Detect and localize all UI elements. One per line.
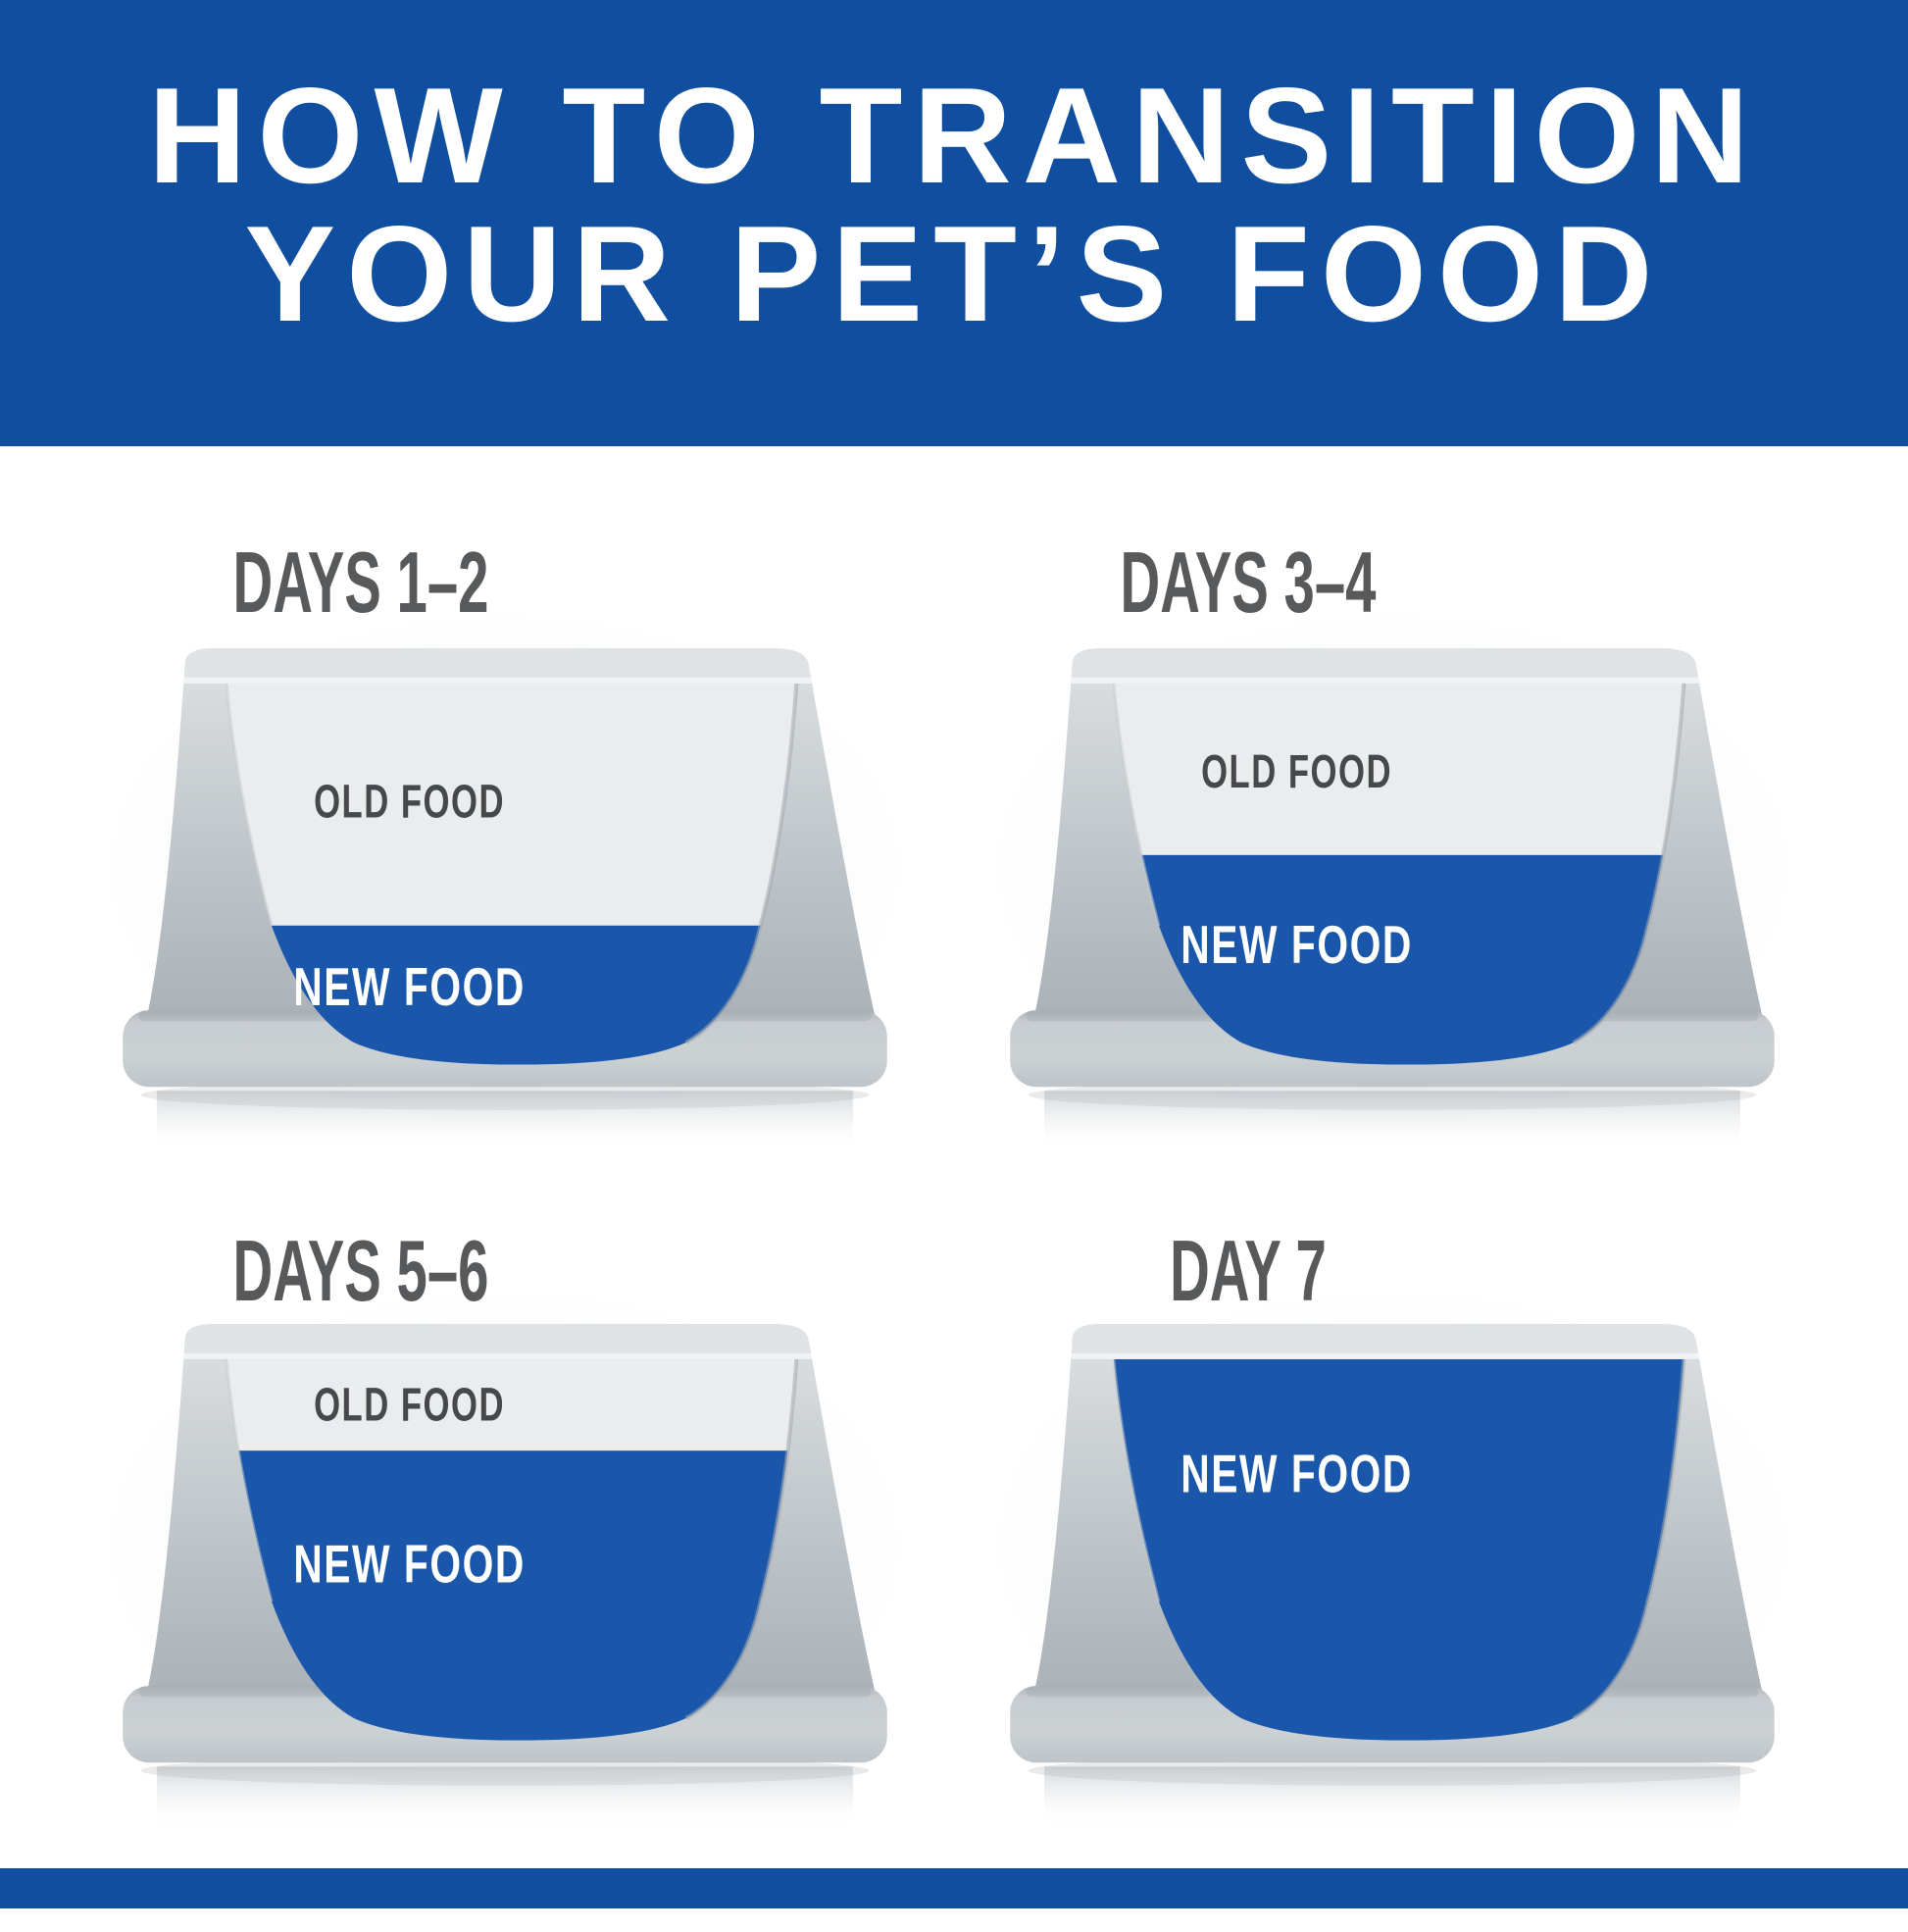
panel-day-7: DAY 7 NEW FOOD: [1010, 1226, 1775, 1873]
face-left-crease: [225, 1358, 274, 1602]
header-banner: HOW TO TRANSITION YOUR PET’S FOOD: [0, 0, 1908, 446]
title-line-2: YOUR PET’S FOOD: [244, 198, 1664, 350]
bowl-reflection: [1044, 1091, 1740, 1153]
title-line-1: HOW TO TRANSITION: [148, 60, 1760, 212]
bowl-rim: [135, 648, 879, 684]
panel-days-1-2: DAYS 1–2 OLD FOOD NEW FOOD: [123, 537, 887, 1185]
day-label: DAYS 3–4: [1120, 534, 1377, 631]
panel-days-3-4: DAYS 3–4 OLD FOOD NEW FOOD: [1010, 537, 1775, 1185]
bowl-illustration: OLD FOOD NEW FOOD: [123, 648, 887, 1153]
old-food-label: OLD FOOD: [1201, 744, 1392, 797]
bowl-illustration: OLD FOOD NEW FOOD: [1010, 648, 1775, 1153]
new-food-label: NEW FOOD: [293, 959, 526, 1018]
bowl-slot: NEW FOOD: [1010, 1324, 1775, 1832]
footer-bar: [0, 1868, 1908, 1908]
bowl-rim: [1023, 648, 1766, 684]
panel-days-5-6: DAYS 5–6 OLD FOOD NEW FOOD: [123, 1226, 887, 1873]
bowl-reflection: [157, 1091, 853, 1153]
bowl-reflection: [157, 1766, 853, 1829]
new-food-label: NEW FOOD: [293, 1536, 526, 1595]
bowl-slot: OLD FOOD NEW FOOD: [1010, 648, 1775, 1156]
bowl-reflection: [1044, 1766, 1740, 1829]
old-food-label: OLD FOOD: [314, 775, 505, 828]
bowl-illustration: OLD FOOD NEW FOOD: [123, 1324, 887, 1829]
new-food-label: NEW FOOD: [1180, 1446, 1413, 1504]
face-right-crease: [1572, 1358, 1686, 1720]
face-left-crease: [225, 683, 274, 927]
day-label: DAYS 1–2: [232, 534, 489, 631]
day-label: DAY 7: [1170, 1222, 1327, 1319]
bowl-slot: OLD FOOD NEW FOOD: [123, 1324, 887, 1832]
bowl-slot: OLD FOOD NEW FOOD: [123, 648, 887, 1156]
face-left-crease: [1112, 1358, 1161, 1602]
face-right-crease: [684, 683, 799, 1044]
face-right-crease: [1572, 683, 1686, 1044]
page-title: HOW TO TRANSITION YOUR PET’S FOOD: [0, 67, 1908, 343]
old-food-label: OLD FOOD: [314, 1378, 505, 1431]
new-food-fill: [1113, 1358, 1684, 1741]
new-food-label: NEW FOOD: [1180, 917, 1413, 976]
face-left-crease: [1112, 683, 1161, 927]
bowl-illustration: NEW FOOD: [1010, 1324, 1775, 1829]
bowl-rim: [1023, 1324, 1766, 1359]
day-label: DAYS 5–6: [232, 1222, 489, 1319]
face-right-crease: [684, 1358, 799, 1720]
bowl-rim: [135, 1324, 879, 1359]
